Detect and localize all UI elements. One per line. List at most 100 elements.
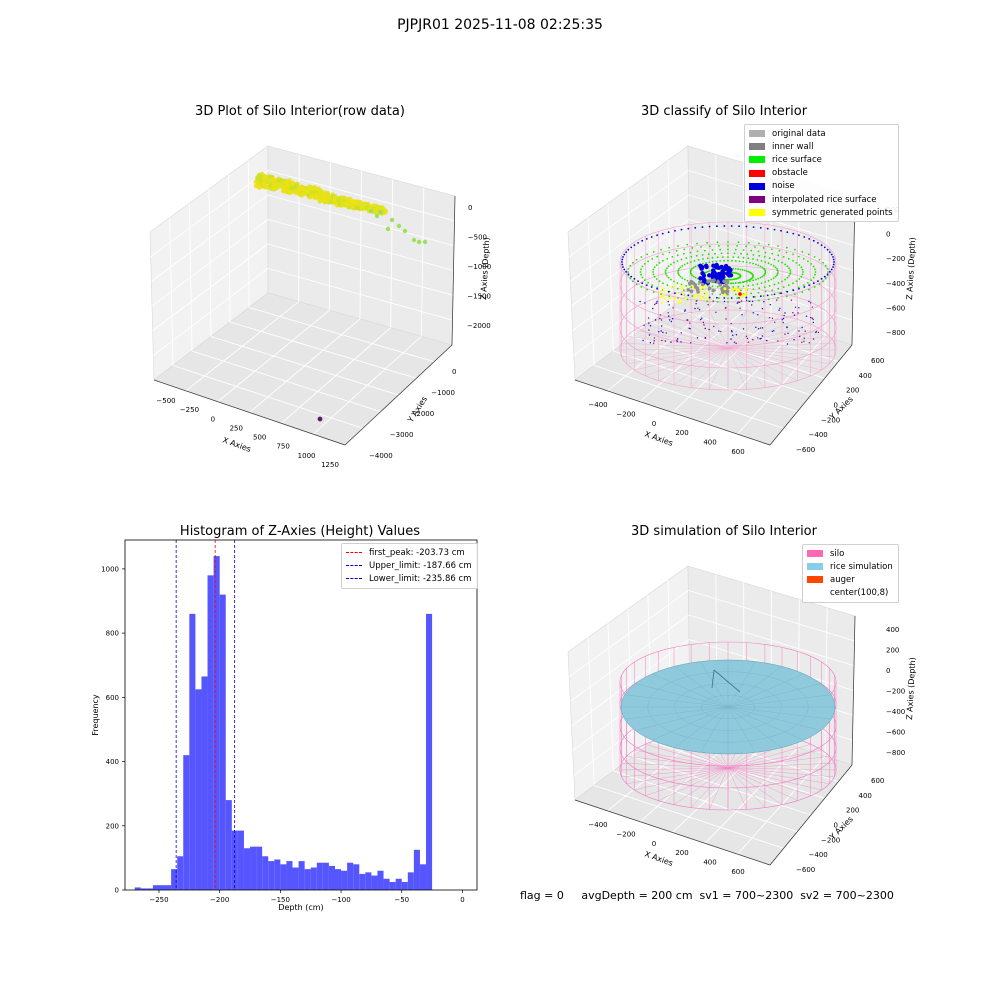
rice-point <box>773 283 776 286</box>
rice-point <box>764 281 767 283</box>
legend-label: center(100,8) <box>830 588 889 599</box>
interp-point <box>698 309 701 311</box>
silo-spoke <box>621 347 729 358</box>
interp-point <box>752 339 754 341</box>
noise-point <box>621 261 623 263</box>
interp-point <box>690 342 692 344</box>
silo-spoke <box>727 315 783 349</box>
data-point <box>328 199 334 205</box>
interp-point <box>665 332 667 334</box>
symmetric-point <box>676 300 679 304</box>
rice-point <box>737 256 740 259</box>
data-point <box>316 187 322 193</box>
histogram-bar <box>152 885 159 890</box>
interp-point <box>812 338 815 340</box>
rice-point <box>720 252 723 255</box>
legend-label: inner wall <box>772 141 814 152</box>
data-point <box>383 208 388 214</box>
noise-point <box>830 268 833 271</box>
interp-point <box>812 318 814 321</box>
data-point <box>349 200 355 206</box>
silo-spoke <box>727 767 830 784</box>
rice-point <box>747 241 750 244</box>
rice-point <box>694 265 697 268</box>
noise-point <box>773 293 776 296</box>
y-tick-label: −600 <box>796 866 815 874</box>
histogram-bar <box>426 613 433 890</box>
rice-point <box>697 259 700 261</box>
rice-point <box>666 257 669 260</box>
noise-point <box>674 229 676 232</box>
data-point <box>267 178 273 183</box>
rice-point <box>784 263 786 266</box>
panel2-zlabel: Z Axies (Depth) <box>905 237 917 300</box>
noise-cluster-point <box>707 273 712 278</box>
histogram-bar <box>341 870 348 890</box>
rice-point <box>801 273 804 276</box>
z-tick-label: 200 <box>886 647 899 655</box>
interp-point <box>803 337 805 339</box>
noise-point <box>798 287 800 290</box>
interp-point <box>763 301 765 303</box>
interp-point <box>757 328 760 330</box>
rice-point <box>795 280 798 283</box>
silo-spoke <box>690 312 729 349</box>
noise-point <box>832 263 835 266</box>
rice-point <box>728 278 731 281</box>
y-tick-label: 0 <box>834 402 838 410</box>
rice-point <box>723 259 725 262</box>
panel4-xlabel: X Axies <box>643 849 674 868</box>
rice-point <box>719 248 722 251</box>
rice-point <box>762 267 765 270</box>
rice-point <box>677 271 679 273</box>
interp-point <box>793 314 796 316</box>
symmetric-point <box>681 287 684 290</box>
silo-spoke <box>727 744 811 769</box>
interp-point <box>708 328 710 331</box>
silo-spoke <box>621 762 729 769</box>
rice-point <box>664 273 667 275</box>
interp-point <box>808 300 810 302</box>
data-point <box>377 209 383 215</box>
noise-point <box>621 258 624 261</box>
histogram-bar <box>183 755 190 890</box>
data-point <box>257 174 263 180</box>
interp-point <box>647 317 650 319</box>
noise-cluster-point <box>704 263 709 268</box>
rice-point <box>737 282 740 284</box>
legend-item-center: center(100,8) <box>807 587 893 600</box>
rice-point <box>776 269 779 272</box>
x-tick-label: 400 <box>703 859 716 867</box>
symmetric-point <box>737 288 741 292</box>
histogram-bar <box>353 864 360 890</box>
rice-point <box>740 289 742 292</box>
symmetric-point <box>744 287 748 291</box>
rice-point <box>727 248 729 251</box>
data-point <box>422 239 428 245</box>
symmetric-point <box>702 296 705 299</box>
y-tick-label: 200 <box>106 822 119 830</box>
rice-point <box>781 280 783 283</box>
grid-line <box>824 607 828 757</box>
rice-point <box>652 273 655 276</box>
rice-point <box>827 271 829 273</box>
rice-point <box>776 268 778 270</box>
legend-item-symmetric: symmetric generated points <box>749 206 893 219</box>
rice-point <box>810 263 813 265</box>
interp-point <box>653 337 656 339</box>
interp-point <box>805 315 808 317</box>
interp-point <box>718 330 720 332</box>
rice-point <box>787 284 790 287</box>
noise-point <box>637 242 639 244</box>
symmetric-point <box>659 295 663 299</box>
interp-point <box>649 325 652 327</box>
legend-swatch <box>749 156 765 164</box>
histogram-bar <box>322 862 329 890</box>
interp-point <box>757 314 759 316</box>
interp-point <box>653 340 655 342</box>
interp-point <box>769 304 771 306</box>
interp-point <box>798 330 800 332</box>
rice-point <box>667 276 670 279</box>
interp-point <box>689 322 691 324</box>
